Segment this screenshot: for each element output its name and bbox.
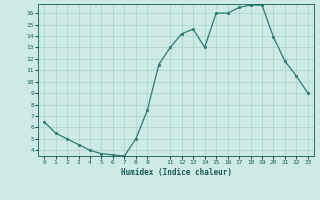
X-axis label: Humidex (Indice chaleur): Humidex (Indice chaleur) bbox=[121, 168, 231, 177]
